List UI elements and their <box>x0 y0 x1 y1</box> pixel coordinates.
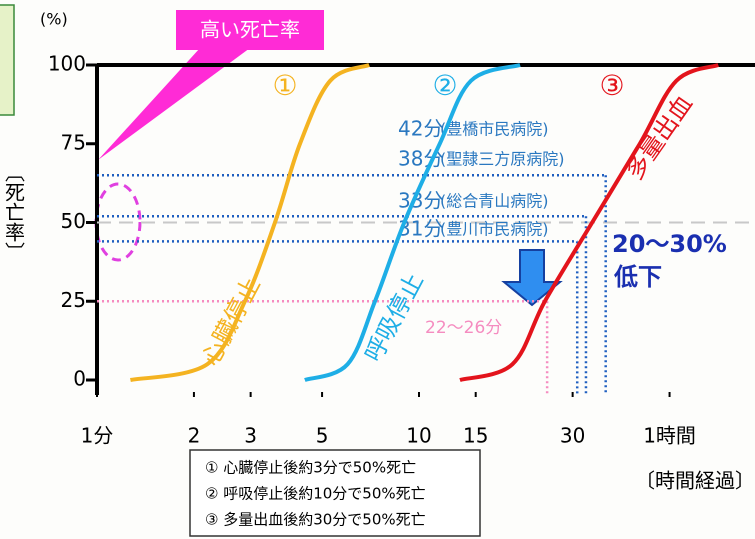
x-tick-label: 30 <box>560 424 585 448</box>
y-tick-label: 50 <box>61 209 86 233</box>
marker-label: 42分 <box>398 117 443 141</box>
y-tick-label: 75 <box>61 130 86 154</box>
curve-number: ③ <box>599 69 624 102</box>
marker-label: 33分 <box>398 189 443 213</box>
x-tick-label: 1分 <box>81 424 114 448</box>
x-tick-label: 2 <box>188 424 201 448</box>
callout-box <box>176 10 324 50</box>
notes-box <box>189 449 481 537</box>
down-arrow <box>501 249 563 307</box>
x-tick-label: 1時間 <box>643 424 696 448</box>
curve <box>459 63 719 382</box>
y-unit: (%) <box>40 10 68 29</box>
callout-pointer <box>98 48 250 160</box>
note: ② 呼吸停止後約10分で50%死亡 <box>205 485 426 503</box>
marker-note: (聖隷三方原病院) <box>440 150 565 169</box>
x-tick-label: 5 <box>316 424 329 448</box>
callout-text: 高い死亡率 <box>200 18 300 42</box>
marker-note: (豊橋市民病院) <box>440 120 549 139</box>
pink-label: 22〜26分 <box>425 318 502 338</box>
x-tick-label: 15 <box>463 424 488 448</box>
y-axis-label: 〔死亡率〕 <box>2 162 26 262</box>
side-panel <box>0 4 15 116</box>
curve-number: ② <box>432 69 457 102</box>
y-tick-label: 25 <box>61 288 86 312</box>
curve <box>130 63 370 382</box>
reduction-text: 20〜30% <box>612 230 727 258</box>
y-tick-label: 100 <box>48 52 86 76</box>
note: ③ 多量出血後約30分で50%死亡 <box>205 511 426 529</box>
curve <box>304 63 521 382</box>
x-tick-label: 10 <box>406 424 431 448</box>
marker-note: (総合青山病院) <box>440 192 549 211</box>
marker-note: (豊川市民病院) <box>440 220 549 239</box>
curve-number: ① <box>272 69 297 102</box>
x-axis-label: 〔時間経過〕 <box>635 469 755 493</box>
y-tick-label: 0 <box>73 367 86 391</box>
reduction-text: 低下 <box>613 263 662 291</box>
x-tick-label: 3 <box>244 424 257 448</box>
note: ① 心臓停止後約3分で50%死亡 <box>205 459 416 477</box>
